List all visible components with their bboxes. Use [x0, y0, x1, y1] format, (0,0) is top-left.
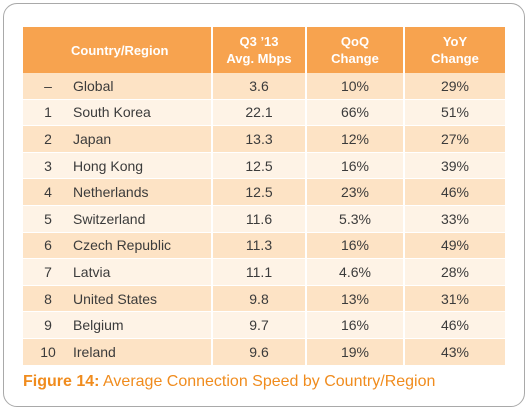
cell-country: Ireland: [73, 338, 212, 366]
header-speed-line2: Avg. Mbps: [226, 51, 292, 66]
header-speed-line1: Q3 ’13: [239, 34, 279, 49]
cell-speed: 12.5: [211, 152, 306, 180]
cell-country: Belgium: [73, 311, 212, 339]
cell-qoq: 4.6%: [305, 258, 404, 286]
cell-yoy: 29%: [403, 73, 505, 100]
cell-yoy: 39%: [403, 152, 505, 180]
header-country: Country/Region: [23, 27, 212, 73]
table-header-row: Country/Region Q3 ’13 Avg. Mbps QoQ Chan…: [23, 27, 505, 73]
cell-qoq: 19%: [305, 338, 404, 366]
cell-country: United States: [73, 285, 212, 313]
cell-yoy: 31%: [403, 285, 505, 313]
cell-speed: 11.6: [211, 205, 306, 233]
cell-yoy: 46%: [403, 311, 505, 339]
cell-country: Czech Republic: [73, 232, 212, 260]
cell-rank: 7: [23, 258, 73, 286]
cell-speed: 11.3: [211, 232, 306, 260]
cell-rank: 8: [23, 285, 73, 313]
table-row: – Global 3.6 10% 29%: [23, 73, 505, 100]
cell-country: Hong Kong: [73, 152, 212, 180]
cell-speed: 12.5: [211, 178, 306, 206]
cell-yoy: 33%: [403, 205, 505, 233]
figure-caption: Figure 14: Average Connection Speed by C…: [23, 373, 435, 391]
header-qoq: QoQ Change: [305, 27, 404, 73]
cell-qoq: 16%: [305, 152, 404, 180]
cell-speed: 3.6: [211, 73, 306, 100]
cell-yoy: 46%: [403, 178, 505, 206]
header-yoy-line1: YoY: [442, 34, 468, 49]
table-row: 9 Belgium 9.7 16% 46%: [23, 311, 505, 339]
cell-country: South Korea: [73, 99, 212, 127]
cell-qoq: 5.3%: [305, 205, 404, 233]
table-row: 6 Czech Republic 11.3 16% 49%: [23, 232, 505, 260]
cell-rank: 10: [23, 338, 73, 366]
header-yoy: YoY Change: [403, 27, 505, 73]
cell-rank: 3: [23, 152, 73, 180]
cell-yoy: 28%: [403, 258, 505, 286]
table-row: 8 United States 9.8 13% 31%: [23, 285, 505, 313]
header-yoy-line2: Change: [431, 51, 479, 66]
cell-qoq: 66%: [305, 99, 404, 127]
table-row: 5 Switzerland 11.6 5.3% 33%: [23, 205, 505, 233]
table-row: 3 Hong Kong 12.5 16% 39%: [23, 152, 505, 180]
cell-speed: 11.1: [211, 258, 306, 286]
cell-yoy: 51%: [403, 99, 505, 127]
cell-rank: 4: [23, 178, 73, 206]
header-speed: Q3 ’13 Avg. Mbps: [211, 27, 306, 73]
figure-caption-text: Average Connection Speed by Country/Regi…: [99, 373, 436, 390]
cell-rank: 1: [23, 99, 73, 127]
cell-country: Japan: [73, 125, 212, 153]
cell-qoq: 23%: [305, 178, 404, 206]
cell-speed: 9.6: [211, 338, 306, 366]
table-body: – Global 3.6 10% 29% 1 South Korea 22.1 66% 51% 2 J…: [23, 73, 505, 366]
cell-rank: 9: [23, 311, 73, 339]
figure-caption-label: Figure 14:: [23, 373, 100, 390]
cell-country: Switzerland: [73, 205, 212, 233]
cell-qoq: 16%: [305, 311, 404, 339]
cell-qoq: 13%: [305, 285, 404, 313]
cell-yoy: 49%: [403, 232, 505, 260]
connection-speed-table: Country/Region Q3 ’13 Avg. Mbps QoQ Chan…: [23, 27, 505, 366]
cell-country: Netherlands: [73, 178, 212, 206]
table-row: 10 Ireland 9.6 19% 43%: [23, 338, 505, 366]
cell-qoq: 16%: [305, 232, 404, 260]
cell-rank: 5: [23, 205, 73, 233]
cell-qoq: 12%: [305, 125, 404, 153]
cell-yoy: 43%: [403, 338, 505, 366]
cell-qoq: 10%: [305, 73, 404, 100]
table-row: 7 Latvia 11.1 4.6% 28%: [23, 258, 505, 286]
cell-rank: 6: [23, 232, 73, 260]
cell-country: Global: [73, 73, 212, 100]
header-qoq-line2: Change: [331, 51, 379, 66]
cell-yoy: 27%: [403, 125, 505, 153]
table-row: 4 Netherlands 12.5 23% 46%: [23, 178, 505, 206]
cell-speed: 9.7: [211, 311, 306, 339]
cell-rank: 2: [23, 125, 73, 153]
table-row: 2 Japan 13.3 12% 27%: [23, 125, 505, 153]
cell-country: Latvia: [73, 258, 212, 286]
cell-speed: 22.1: [211, 99, 306, 127]
cell-rank: –: [23, 73, 73, 100]
header-qoq-line1: QoQ: [340, 34, 370, 49]
cell-speed: 9.8: [211, 285, 306, 313]
cell-speed: 13.3: [211, 125, 306, 153]
table-row: 1 South Korea 22.1 66% 51%: [23, 99, 505, 127]
